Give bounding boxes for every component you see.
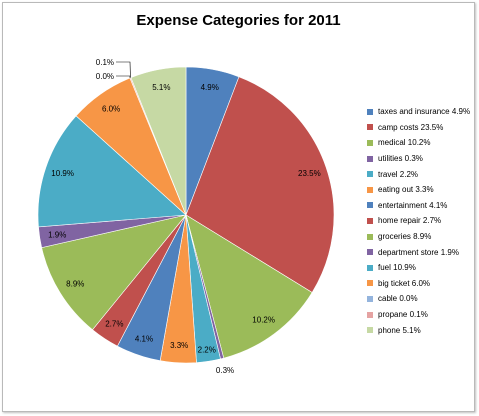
legend-swatch (367, 280, 373, 287)
legend-swatch (367, 139, 373, 146)
legend-item-home-repair: home repair 2.7% (367, 213, 470, 229)
legend-label: cable 0.0% (378, 294, 418, 304)
legend-label: home repair 2.7% (378, 216, 442, 226)
legend-label: utilities 0.3% (378, 154, 423, 164)
legend-swatch (367, 295, 373, 302)
data-label-utilities: 0.3% (216, 366, 234, 375)
data-label-groceries: 8.9% (66, 280, 84, 289)
chart-title: Expense Categories for 2011 (136, 12, 341, 29)
pie-slice-medical (185, 214, 313, 359)
data-label-eating-out: 3.3% (170, 341, 188, 350)
legend-item-cable: cable 0.0% (367, 291, 470, 307)
legend-swatch (367, 108, 373, 115)
legend-item-department-store: department store 1.9% (367, 244, 470, 260)
legend-item-medical: medical 10.2% (367, 135, 470, 151)
legend-label: medical 10.2% (378, 138, 431, 148)
legend-swatch (367, 217, 373, 224)
data-label-phone: 5.1% (152, 83, 170, 92)
legend-swatch (367, 249, 373, 256)
legend-label: travel 2.2% (378, 169, 419, 179)
legend-swatch (367, 124, 373, 131)
legend-swatch (367, 171, 373, 178)
legend-swatch (367, 186, 373, 193)
legend-swatch (367, 202, 373, 209)
legend-item-utilities: utilities 0.3% (367, 151, 470, 167)
pie-slice-groceries (41, 214, 187, 331)
legend-label: eating out 3.3% (378, 185, 434, 195)
data-label-camp-costs: 23.5% (298, 169, 321, 178)
legend-item-phone: phone 5.1% (367, 322, 470, 338)
legend-swatch (367, 327, 373, 334)
legend: taxes and insurance 4.9% camp costs 23.5%… (367, 104, 470, 338)
legend-label: propane 0.1% (378, 310, 428, 320)
data-label-home-repair: 2.7% (105, 320, 123, 329)
legend-label: phone 5.1% (378, 325, 421, 335)
legend-label: entertainment 4.1% (378, 200, 448, 210)
legend-label: groceries 8.9% (378, 232, 432, 242)
data-label-department-store: 1.9% (48, 231, 66, 240)
legend-item-big-ticket: big ticket 6.0% (367, 276, 470, 292)
legend-label: department store 1.9% (378, 247, 459, 257)
data-label-cable: 0.0% (96, 72, 114, 81)
legend-swatch (367, 155, 373, 162)
data-label-entertainment: 4.1% (135, 334, 153, 343)
legend-item-groceries: groceries 8.9% (367, 229, 470, 245)
legend-item-entertainment: entertainment 4.1% (367, 198, 470, 214)
data-label-fuel: 10.9% (51, 169, 74, 178)
legend-item-eating-out: eating out 3.3% (367, 182, 470, 198)
data-label-big-ticket: 6.0% (102, 104, 120, 113)
pie-slice-camp-costs (185, 76, 335, 293)
legend-item-propane: propane 0.1% (367, 307, 470, 323)
leader-line-cable (116, 75, 131, 79)
data-label-propane: 0.1% (96, 58, 114, 67)
legend-swatch (367, 233, 373, 240)
pie-slice-fuel (37, 115, 187, 228)
legend-label: taxes and insurance 4.9% (378, 107, 471, 117)
data-label-taxes-and-insurance: 4.9% (201, 83, 219, 92)
legend-item-fuel: fuel 10.9% (367, 260, 470, 276)
legend-item-camp-costs: camp costs 23.5% (367, 120, 470, 136)
leader-line-propane (116, 61, 131, 78)
legend-swatch (367, 264, 373, 271)
data-label-travel: 2.2% (198, 345, 216, 354)
legend-label: big ticket 6.0% (378, 278, 431, 288)
chart-area: Expense Categories for 2011 4.9% 23.5% 10.… (2, 2, 475, 412)
legend-item-travel: travel 2.2% (367, 166, 470, 182)
legend-label: fuel 10.9% (378, 263, 416, 273)
pie-plot: 4.9% 23.5% 10.2% 0.3% 2.2% 3.3% 4.1% 2.7% 8.9% 1.… (37, 58, 335, 375)
legend-label: camp costs 23.5% (378, 122, 444, 132)
pie-slice-phone (130, 66, 187, 216)
legend-item-taxes-and-insurance: taxes and insurance 4.9% (367, 104, 470, 120)
data-label-medical: 10.2% (252, 316, 275, 325)
legend-swatch (367, 311, 373, 318)
